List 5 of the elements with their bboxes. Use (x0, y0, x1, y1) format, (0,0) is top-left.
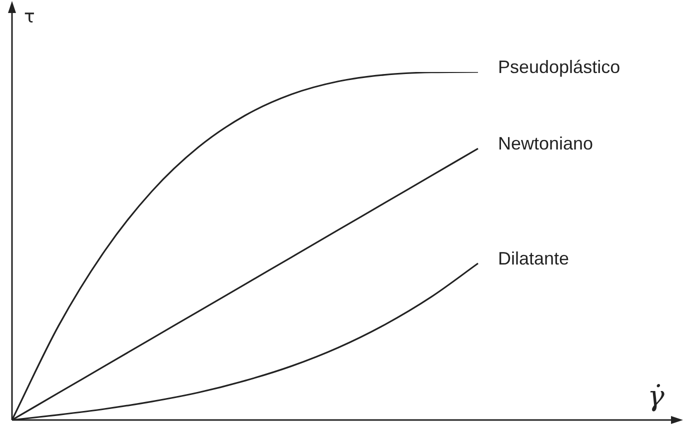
series-label: Newtoniano (498, 134, 594, 154)
text: γ̇ (648, 379, 665, 412)
series-label: Pseudoplástico (498, 56, 620, 77)
series-label: Dilatante (498, 248, 570, 268)
y-axis-title: τ (24, 6, 35, 28)
